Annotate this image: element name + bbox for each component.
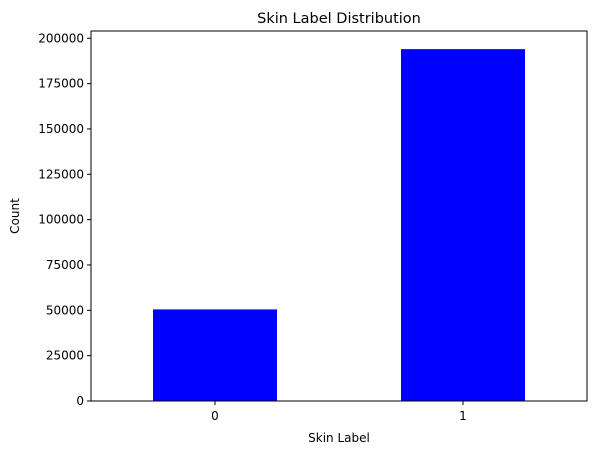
y-tick-label-25000: 25000	[46, 349, 84, 363]
y-tick-label-150000: 150000	[38, 122, 84, 136]
chart-title: Skin Label Distribution	[257, 11, 421, 27]
x-tick-label-0: 0	[211, 409, 219, 423]
y-tick-label-0: 0	[76, 394, 84, 408]
y-tick-label-100000: 100000	[38, 213, 84, 227]
x-axis-label: Skin Label	[308, 431, 370, 445]
y-tick-label-175000: 175000	[38, 77, 84, 91]
y-tick-label-125000: 125000	[38, 167, 84, 181]
y-axis-ticks: 0 25000 50000 75000 100000 125000 150000 175000…	[38, 31, 91, 408]
x-tick-label-1: 1	[459, 409, 467, 423]
y-tick-label-75000: 75000	[46, 258, 84, 272]
plot-area-frame	[90, 30, 588, 402]
y-axis-label: Count	[8, 198, 22, 234]
bars-group	[153, 49, 525, 401]
bar-0	[153, 309, 277, 401]
y-tick-label-200000: 200000	[38, 31, 84, 45]
y-tick-label-50000: 50000	[46, 303, 84, 317]
bar-1	[401, 49, 525, 401]
